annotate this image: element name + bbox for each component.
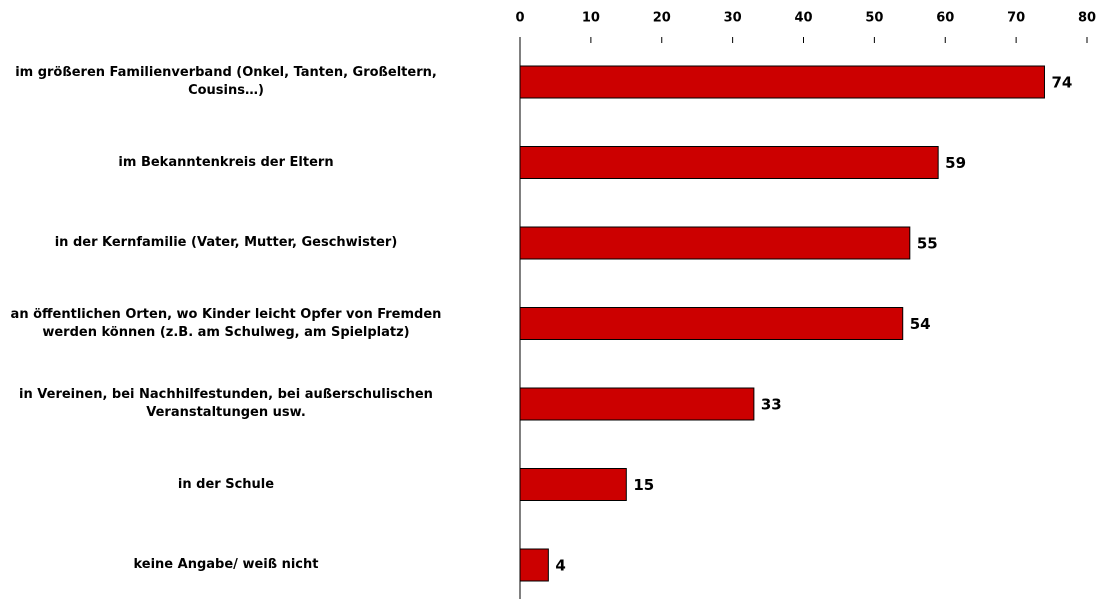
x-tick-label: 20	[653, 11, 671, 26]
x-tick-label: 10	[582, 11, 600, 26]
value-label: 59	[945, 154, 966, 172]
x-tick-label: 50	[865, 11, 883, 26]
x-tick-label: 40	[794, 11, 812, 26]
bar	[519, 387, 755, 421]
category-label: in der Kernfamilie (Vater, Mutter, Gesch…	[54, 235, 398, 250]
bar	[519, 226, 911, 260]
category-label: keine Angabe/ weiß nicht	[133, 557, 319, 572]
x-tick-label: 60	[936, 11, 954, 26]
x-tick-label: 30	[724, 11, 742, 26]
bar	[519, 65, 1045, 99]
x-tick-label: 80	[1078, 11, 1096, 26]
category-label: an öffentlichen Orten, wo Kinder leicht …	[10, 306, 442, 340]
value-label: 74	[1051, 74, 1072, 92]
bar	[519, 146, 939, 179]
category-label: im größeren Familienverband (Onkel, Tant…	[15, 65, 437, 98]
x-tick-label: 70	[1007, 11, 1025, 26]
bar	[519, 307, 904, 340]
category-label: im Bekanntenkreis der Eltern	[118, 154, 334, 170]
value-label: 15	[633, 476, 654, 494]
value-label: 33	[761, 396, 782, 414]
value-label: 55	[917, 235, 938, 253]
x-tick-label: 0	[515, 11, 524, 26]
bar	[519, 468, 627, 501]
value-label: 4	[555, 557, 565, 575]
bar	[519, 548, 549, 582]
category-label: in Vereinen, bei Nachhilfestunden, bei a…	[19, 387, 433, 420]
category-label: in der Schule	[177, 476, 275, 492]
value-label: 54	[910, 315, 931, 333]
